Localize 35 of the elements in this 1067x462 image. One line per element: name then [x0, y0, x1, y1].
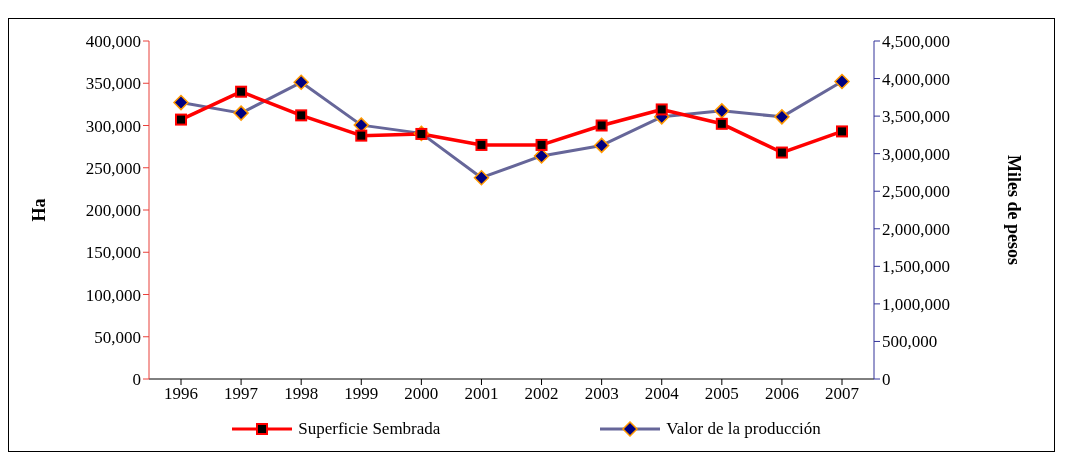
legend-label: Superficie Sembrada: [298, 419, 441, 439]
y2-tick-label: 500,000: [882, 332, 938, 352]
y2-tick-label: 2,500,000: [882, 182, 950, 202]
y2-tick-label: 3,000,000: [882, 144, 950, 164]
x-tick-label: 2003: [584, 384, 619, 404]
y-tick-label: 350,000: [85, 74, 141, 94]
x-tick-label: 2005: [704, 384, 739, 404]
y-tick-label: 100,000: [85, 285, 141, 305]
y2-tick-label: 0: [882, 370, 891, 390]
x-tick-label: 2001: [464, 384, 499, 404]
y2-tick-label: 4,500,000: [882, 32, 950, 52]
y-tick-label: 400,000: [85, 32, 141, 52]
y2-tick-label: 3,500,000: [882, 107, 950, 127]
x-tick-label: 1996: [164, 384, 198, 404]
x-tick-label: 2002: [524, 384, 559, 404]
x-tick-label: 2006: [764, 384, 799, 404]
y-tick-label: 50,000: [94, 327, 141, 347]
x-tick-label: 2000: [404, 384, 439, 404]
y2-axis-title: Miles de pesos: [1003, 155, 1024, 265]
x-tick-label: 1997: [224, 384, 259, 404]
x-tick-label: 1998: [284, 384, 319, 404]
y-axis-title: Ha: [29, 198, 50, 222]
y2-tick-label: 4,000,000: [882, 69, 950, 89]
y-tick-label: 150,000: [85, 243, 141, 263]
y-tick-label: 300,000: [85, 116, 141, 136]
y-tick-label: 0: [132, 370, 141, 390]
x-tick-label: 2004: [644, 384, 680, 404]
y2-tick-label: 1,500,000: [882, 257, 950, 277]
y2-tick-label: 1,000,000: [882, 294, 950, 314]
y2-tick-label: 2,000,000: [882, 219, 950, 239]
x-tick-label: 2007: [825, 384, 860, 404]
x-tick-label: 1999: [344, 384, 379, 404]
legend-label: Valor de la producción: [666, 419, 821, 439]
y-tick-label: 200,000: [85, 201, 141, 221]
y-tick-label: 250,000: [85, 158, 141, 178]
